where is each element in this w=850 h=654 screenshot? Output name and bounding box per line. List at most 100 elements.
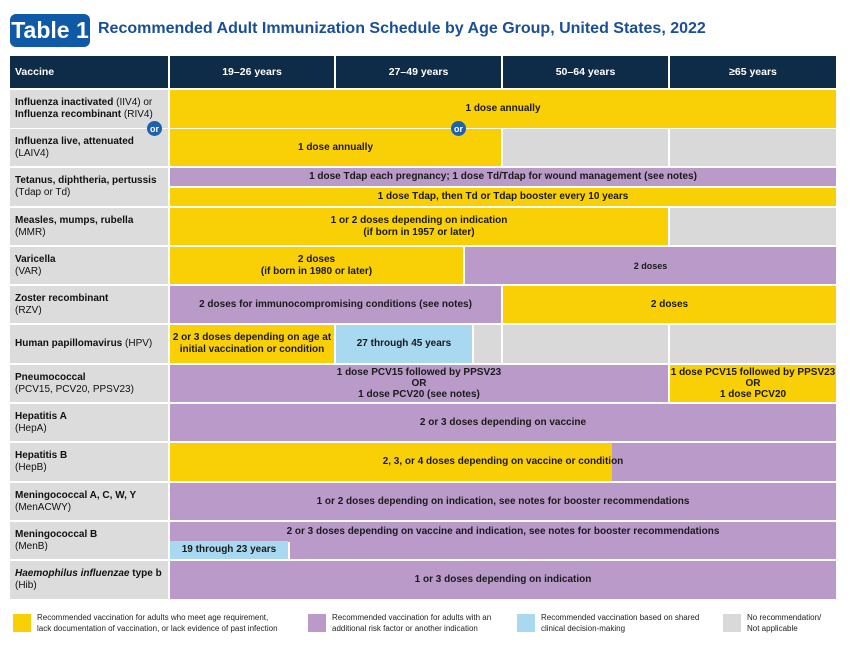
laiv-cell-65-plus bbox=[670, 129, 836, 166]
legend-text-gray: No recommendation/ Not applicable bbox=[747, 612, 842, 634]
table-number-badge: Table 1 bbox=[10, 14, 90, 47]
menb-cell-risk: 2 or 3 doses depending on vaccine and in… bbox=[170, 522, 836, 542]
page-title: Recommended Adult Immunization Schedule … bbox=[98, 20, 706, 37]
column-header-27-49: 27–49 years bbox=[336, 56, 501, 88]
legend-line: Recommended vaccination based on shared bbox=[541, 613, 700, 622]
vaccine-abbr: (MenB) bbox=[15, 540, 48, 552]
cell-line: 1 dose PCV20 bbox=[719, 389, 787, 400]
vaccine-label-hepatitis-a: Hepatitis A (HepA) bbox=[10, 404, 168, 441]
vaccine-abbr: (HepB) bbox=[15, 462, 47, 473]
legend-line: Recommended vaccination for adults with … bbox=[332, 613, 492, 622]
vaccine-label-hib: Haemophilus influenzae type b (Hib) bbox=[10, 561, 168, 599]
column-header-50-64: 50–64 years bbox=[503, 56, 668, 88]
cell-line: OR bbox=[745, 378, 761, 389]
vaccine-name: Measles, mumps, rubella bbox=[15, 214, 134, 226]
pcv-cell-65-plus: 1 dose PCV15 followed by PPSV23 OR 1 dos… bbox=[670, 365, 836, 402]
mmr-cell-65-plus bbox=[670, 208, 836, 245]
legend-swatch-blue bbox=[517, 614, 535, 632]
vaccine-name: Human papillomavirus bbox=[15, 338, 123, 349]
cell-line: 1 dose PCV20 (see notes) bbox=[358, 389, 480, 400]
vaccine-name: Hepatitis A bbox=[15, 410, 67, 422]
vaccine-label-menb: Meningococcal B (MenB) bbox=[10, 522, 168, 559]
column-header-19-26: 19–26 years bbox=[170, 56, 334, 88]
tdap-cell-pregnancy: 1 dose Tdap each pregnancy; 1 dose Td/Td… bbox=[170, 168, 836, 186]
or-separator-badge: or bbox=[451, 121, 466, 136]
hpv-cell-19-26: 2 or 3 doses depending on age at initial… bbox=[170, 325, 334, 363]
cell-line: 1 dose PCV15 followed by PPSV23 bbox=[336, 367, 502, 378]
vaccine-label-hepatitis-b: Hepatitis B (HepB) bbox=[10, 443, 168, 481]
hpv-cell-27-45: 27 through 45 years bbox=[336, 325, 472, 363]
vaccine-label-tdap: Tetanus, diphtheria, pertussis (Tdap or … bbox=[10, 168, 168, 206]
cell-line: initial vaccination or condition bbox=[179, 344, 325, 355]
cell-line: (if born in 1980 or later) bbox=[260, 265, 373, 277]
hepa-cell-all-ages: 2 or 3 doses depending on vaccine bbox=[170, 404, 836, 441]
vaccine-abbr: (HepA) bbox=[15, 422, 47, 434]
vaccine-abbr: (LAIV4) bbox=[15, 147, 49, 159]
vaccine-label-influenza-live: Influenza live, attenuated (LAIV4) bbox=[10, 129, 168, 166]
hpv-cell-46-49 bbox=[474, 325, 501, 363]
cell-line: 2 or 3 doses depending on age at bbox=[172, 332, 332, 343]
vaccine-abbr-2: (RIV4) bbox=[121, 109, 153, 120]
legend-line: Recommended vaccination for adults who m… bbox=[37, 613, 269, 622]
legend-swatch-yellow bbox=[13, 614, 31, 632]
legend-swatch-gray bbox=[723, 614, 741, 632]
hepb-cell-text: 2, 3, or 4 doses depending on vaccine or… bbox=[382, 456, 624, 467]
vaccine-abbr: (MMR) bbox=[15, 226, 46, 238]
vaccine-name: Pneumococcal bbox=[15, 371, 86, 383]
vaccine-label-influenza-inactivated: Influenza inactivated (IIV4) or Influenz… bbox=[10, 90, 168, 128]
vaccine-name: Influenza inactivated bbox=[15, 97, 114, 108]
vaccine-abbr: (MenACWY) bbox=[15, 501, 72, 513]
vaccine-name-italic: Haemophilus influenzae bbox=[15, 568, 130, 579]
var-cell-born-1980: 2 doses (if born in 1980 or later) bbox=[170, 247, 463, 284]
pcv-cell-19-64: 1 dose PCV15 followed by PPSV23 OR 1 dos… bbox=[170, 365, 668, 402]
cell-line: 2 doses bbox=[297, 253, 336, 265]
vaccine-name: Influenza live, attenuated bbox=[15, 135, 134, 147]
cell-line: 1 or 2 doses depending on indication bbox=[330, 214, 508, 226]
vaccine-abbr: (RZV) bbox=[15, 304, 42, 316]
menacwy-cell-all-ages: 1 or 2 doses depending on indication, se… bbox=[170, 483, 836, 520]
vaccine-label-pneumococcal: Pneumococcal (PCV15, PCV20, PPSV23) bbox=[10, 365, 168, 402]
legend-line: clinical decision-making bbox=[541, 624, 626, 633]
vaccine-label-zoster: Zoster recombinant (RZV) bbox=[10, 286, 168, 323]
legend-line: additional risk factor or another indica… bbox=[332, 624, 478, 633]
laiv-cell-50-64 bbox=[503, 129, 668, 166]
vaccine-name-2: Influenza recombinant bbox=[15, 109, 122, 120]
vaccine-label-varicella: Varicella (VAR) bbox=[10, 247, 168, 284]
menb-cell-risk-lower bbox=[290, 541, 836, 559]
vaccine-label-hpv: Human papillomavirus (HPV) bbox=[10, 325, 168, 363]
legend-line: Not applicable bbox=[747, 624, 798, 633]
var-cell-risk: 2 doses bbox=[465, 247, 836, 284]
vaccine-name: Meningococcal A, C, W, Y bbox=[15, 489, 137, 501]
hib-cell-all-ages: 1 or 3 doses depending on indication bbox=[170, 561, 836, 599]
hepb-cell-19-59 bbox=[170, 443, 612, 481]
legend-text-blue: Recommended vaccination based on shared … bbox=[541, 612, 716, 634]
or-divider-line bbox=[170, 128, 836, 129]
column-header-65-plus: ≥65 years bbox=[670, 56, 836, 88]
vaccine-abbr: (IIV4) or bbox=[113, 97, 153, 108]
vaccine-abbr: (Tdap or Td) bbox=[15, 187, 71, 198]
vaccine-label-menacwy: Meningococcal A, C, W, Y (MenACWY) bbox=[10, 483, 168, 520]
rzv-cell-50-plus: 2 doses bbox=[503, 286, 836, 323]
or-separator-badge: or bbox=[147, 121, 162, 136]
vaccine-abbr: (Hib) bbox=[15, 580, 37, 591]
tdap-cell-booster: 1 dose Tdap, then Td or Tdap booster eve… bbox=[170, 188, 836, 206]
vaccine-name: Hepatitis B bbox=[15, 450, 68, 461]
vaccine-abbr: (HPV) bbox=[122, 338, 153, 349]
vaccine-name: Zoster recombinant bbox=[15, 292, 109, 304]
hpv-cell-50-64 bbox=[503, 325, 668, 363]
vaccine-name: Tetanus, diphtheria, pertussis bbox=[15, 175, 157, 186]
column-header-vaccine: Vaccine bbox=[10, 56, 168, 88]
rzv-cell-19-49: 2 doses for immunocompromising condition… bbox=[170, 286, 501, 323]
vaccine-abbr: (VAR) bbox=[15, 265, 42, 277]
vaccine-name: type b bbox=[129, 568, 162, 579]
vaccine-abbr: (PCV15, PCV20, PPSV23) bbox=[15, 383, 134, 395]
legend-line: lack documentation of vaccination, or la… bbox=[37, 624, 278, 633]
vaccine-label-mmr: Measles, mumps, rubella (MMR) bbox=[10, 208, 168, 245]
menb-cell-19-23: 19 through 23 years bbox=[170, 541, 288, 559]
vaccine-name: Meningococcal B bbox=[15, 528, 98, 540]
vaccine-name: Varicella bbox=[15, 253, 56, 265]
hpv-cell-65-plus bbox=[670, 325, 836, 363]
cell-line: OR bbox=[411, 378, 427, 389]
legend-swatch-purple bbox=[308, 614, 326, 632]
legend-text-yellow: Recommended vaccination for adults who m… bbox=[37, 612, 297, 634]
